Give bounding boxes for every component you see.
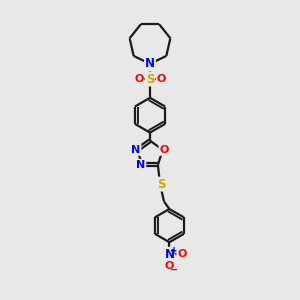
Text: O: O bbox=[165, 261, 174, 271]
Text: N: N bbox=[164, 248, 174, 261]
Text: N: N bbox=[131, 145, 141, 155]
Text: N: N bbox=[145, 57, 155, 70]
Text: S: S bbox=[146, 73, 154, 85]
Text: S: S bbox=[157, 178, 165, 190]
Text: −: − bbox=[170, 265, 178, 275]
Text: O: O bbox=[157, 74, 166, 84]
Text: N: N bbox=[136, 160, 146, 170]
Text: +: + bbox=[170, 246, 178, 256]
Text: O: O bbox=[159, 145, 169, 155]
Text: O: O bbox=[177, 249, 187, 259]
Text: O: O bbox=[134, 74, 143, 84]
